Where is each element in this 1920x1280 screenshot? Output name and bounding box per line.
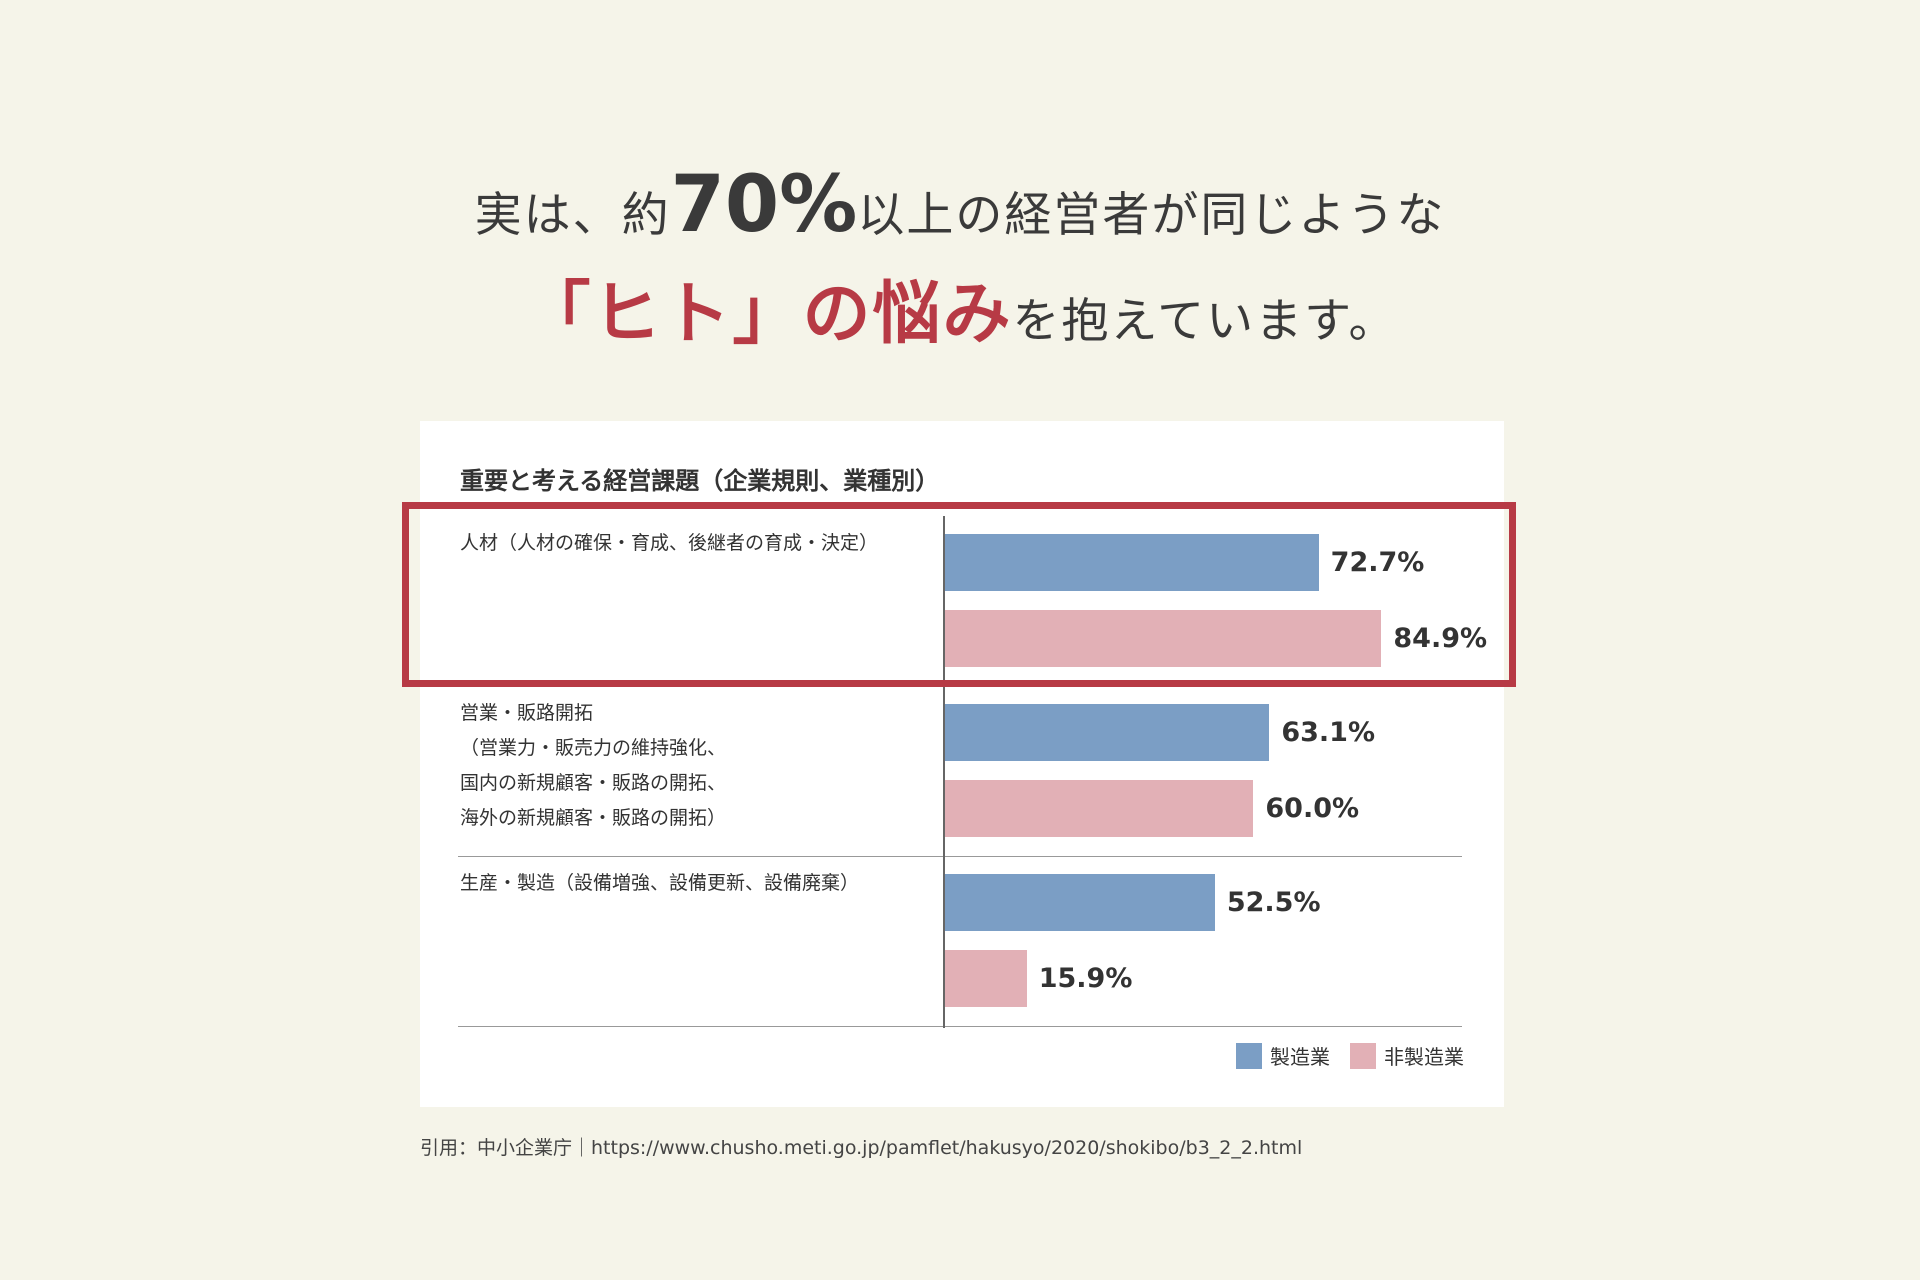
headline-accent: 「ヒト」の悩み xyxy=(522,275,1013,354)
legend: 製造業 非製造業 xyxy=(1216,1041,1464,1070)
category-label-line: （営業力・販売力の維持強化、 xyxy=(460,737,727,759)
category-label-line: 国内の新規顧客・販路の開拓、 xyxy=(460,772,727,794)
group-separator xyxy=(458,1026,1462,1027)
headline-line-2: 「ヒト」の悩みを抱えています。 xyxy=(0,258,1920,357)
headline-line-1: 実は、約70%以上の経営者が同じような xyxy=(0,160,1920,250)
bar xyxy=(945,874,1215,931)
bar-value-label: 84.9% xyxy=(1393,623,1488,654)
category-label-line: 海外の新規顧客・販路の開拓） xyxy=(460,807,727,829)
legend-label-non-manufacturing: 非製造業 xyxy=(1384,1045,1464,1069)
group-separator xyxy=(458,856,1462,857)
bar xyxy=(945,950,1027,1007)
category-label: 生産・製造（設備増強、設備更新、設備廃棄） xyxy=(460,866,859,901)
chart-card: 重要と考える経営課題（企業規則、業種別） 人材（人材の確保・育成、後継者の育成・… xyxy=(420,421,1504,1107)
category-label: 営業・販路開拓 （営業力・販売力の維持強化、 国内の新規顧客・販路の開拓、 海外の新規… xyxy=(460,696,726,836)
highlight-frame xyxy=(402,502,1516,687)
legend-label-manufacturing: 製造業 xyxy=(1270,1045,1330,1069)
category-axis xyxy=(943,516,945,1028)
legend-item-manufacturing: 製造業 xyxy=(1236,1041,1330,1070)
headline-percentage: 70% xyxy=(670,160,858,250)
bar-value-label: 15.9% xyxy=(1038,963,1133,994)
category-label: 人材（人材の確保・育成、後継者の育成・決定） xyxy=(460,526,878,561)
legend-item-non-manufacturing: 非製造業 xyxy=(1350,1041,1464,1070)
bar-value-label: 72.7% xyxy=(1330,547,1425,578)
headline-text-2b: を抱えています。 xyxy=(1012,294,1398,349)
category-label-line: 営業・販路開拓 xyxy=(460,702,594,724)
bar-value-label: 63.1% xyxy=(1281,717,1375,748)
bar-value-label: 52.5% xyxy=(1226,887,1321,918)
category-label-line: 人材（人材の確保・育成、後継者の育成・決定） xyxy=(460,532,879,554)
bar xyxy=(945,534,1319,591)
bar-value-label: 60.0% xyxy=(1265,793,1360,824)
headline-text-1a: 実は、約 xyxy=(474,188,671,243)
source-citation: 引用：中小企業庁｜https://www.chusho.meti.go.jp/p… xyxy=(420,1137,1303,1159)
bar xyxy=(945,780,1254,837)
bar xyxy=(945,610,1382,667)
legend-swatch-manufacturing xyxy=(1236,1042,1262,1069)
legend-swatch-non-manufacturing xyxy=(1350,1042,1376,1069)
bar xyxy=(945,704,1270,761)
headline-text-1b: 以上の経営者が同じような xyxy=(857,188,1446,243)
chart-title: 重要と考える経営課題（企業規則、業種別） xyxy=(460,467,940,495)
category-label-line: 生産・製造（設備増強、設備更新、設備廃棄） xyxy=(460,872,860,894)
